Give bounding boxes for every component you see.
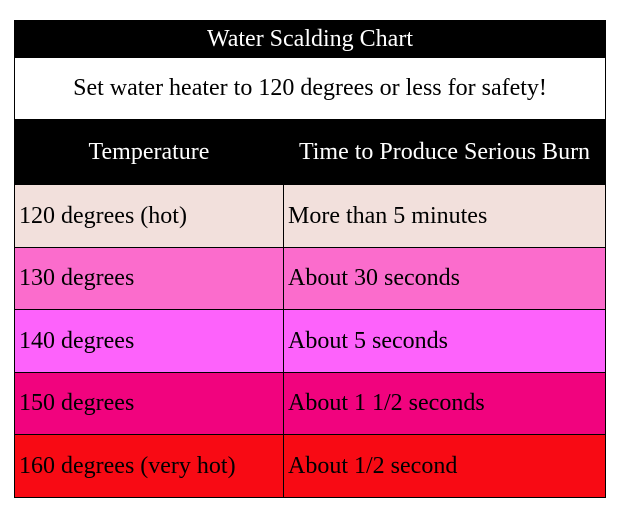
table-cell: About 5 seconds — [288, 327, 448, 354]
table-cell: More than 5 minutes — [288, 202, 488, 229]
table-cell: About 1/2 second — [288, 452, 458, 479]
header-cell: Time to Produce Serious Burn — [298, 139, 591, 165]
table-cell: About 30 seconds — [288, 265, 460, 292]
table-cell: 130 degrees — [15, 247, 284, 309]
table-cell: 160 degrees (very hot) — [15, 435, 284, 497]
data-row: 130 degrees About 30 seconds — [15, 246, 605, 309]
table-title: Water Scalding Chart — [15, 21, 605, 58]
table-cell: 140 degrees — [15, 310, 284, 372]
header-row: Temperature Time to Produce Serious Burn — [15, 119, 605, 184]
table-cell: 150 degrees — [15, 372, 284, 434]
data-row: 160 degrees (very hot) About 1/2 second — [15, 434, 605, 497]
scald-table: Water Scalding Chart Set water heater to… — [14, 20, 606, 498]
data-row: 140 degrees About 5 seconds — [15, 309, 605, 372]
table-subtitle: Set water heater to 120 degrees or less … — [15, 58, 605, 119]
header-cell: Temperature — [15, 120, 284, 184]
data-row: 150 degrees About 1 1/2 seconds — [15, 371, 605, 434]
data-row: 120 degrees (hot) More than 5 minutes — [15, 184, 605, 247]
table-cell: 120 degrees (hot) — [15, 185, 284, 247]
table-cell: About 1 1/2 seconds — [288, 390, 485, 417]
